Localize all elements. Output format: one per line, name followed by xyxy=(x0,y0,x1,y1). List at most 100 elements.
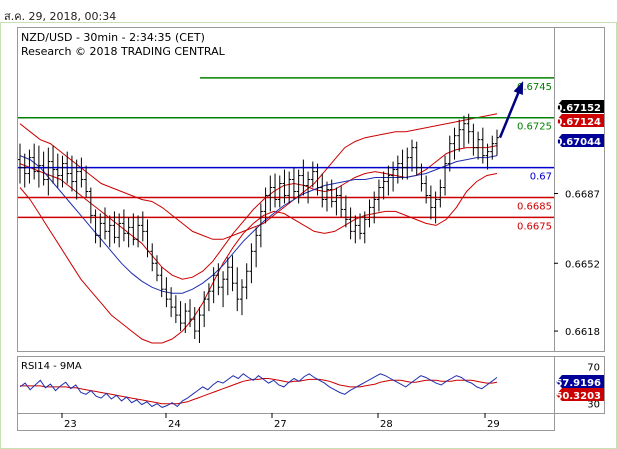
time-tick-label: 24 xyxy=(168,419,181,430)
ohlc-bar xyxy=(471,123,476,156)
price-tick-label: 0.6618 xyxy=(565,327,600,338)
price-tick-label: 0.6687 xyxy=(565,189,600,200)
level-label: 0.6745 xyxy=(517,82,552,93)
time-tick-label: 29 xyxy=(487,419,500,430)
ohlc-bar xyxy=(348,207,353,240)
rsi-tag-box xyxy=(562,375,604,388)
rsi-tag-label: 50.3203 xyxy=(555,391,601,402)
price-panel-frame xyxy=(17,27,555,352)
ohlc-bar xyxy=(188,299,193,328)
ohlc-bar xyxy=(263,187,268,224)
ohlc-bar xyxy=(230,255,235,292)
ohlc-bar xyxy=(69,155,74,192)
ohlc-bar xyxy=(22,153,27,188)
ohlc-bar xyxy=(121,209,126,242)
ohlc-bar xyxy=(287,171,292,204)
price-tag-label: 0.67044 xyxy=(555,137,601,148)
ohlc-bar xyxy=(414,141,419,176)
ohlc-bar xyxy=(36,145,41,188)
bollinger-lower-line xyxy=(19,173,498,344)
ohlc-bar xyxy=(112,211,117,244)
price-tag-label: 0.67152 xyxy=(555,103,601,114)
ohlc-bar xyxy=(126,217,131,248)
time-tick-label: 27 xyxy=(274,419,287,430)
ohlc-bar xyxy=(282,169,287,204)
ohlc-bar xyxy=(244,263,249,300)
rsi-tag-pointer xyxy=(556,375,562,388)
ohlc-bar xyxy=(334,187,339,216)
ohlc-bar xyxy=(60,155,65,188)
bollinger-middle-line xyxy=(19,145,498,280)
ohlc-bar xyxy=(301,159,306,196)
ohlc-bar xyxy=(372,191,377,224)
ohlc-bar xyxy=(490,135,495,160)
ohlc-bar xyxy=(98,213,103,248)
ohlc-bar xyxy=(395,155,400,184)
ohlc-bar xyxy=(150,243,155,272)
price-axis-strip xyxy=(554,27,605,352)
ohlc-bar xyxy=(324,181,329,212)
ohlc-bar xyxy=(258,203,263,248)
ohlc-bar xyxy=(329,179,334,208)
ohlc-bar xyxy=(424,175,429,204)
ohlc-bar xyxy=(32,143,37,180)
ohlc-bar xyxy=(154,255,159,282)
ohlc-bar xyxy=(103,207,108,240)
price-tag-box xyxy=(562,100,604,113)
ohlc-bar xyxy=(367,199,372,228)
ohlc-bar xyxy=(343,195,348,228)
time-tick-label: 28 xyxy=(380,419,393,430)
ohlc-bar xyxy=(457,119,462,152)
rsi-tag-box xyxy=(562,388,604,401)
ohlc-bar xyxy=(254,227,259,268)
forecast-arrow-head xyxy=(513,81,524,95)
ohlc-bar xyxy=(452,127,457,160)
ohlc-bar xyxy=(476,131,481,160)
ohlc-bar xyxy=(169,287,174,318)
chart-header: ส.ค. 29, 2018, 00:34 xyxy=(0,0,617,23)
ohlc-bar xyxy=(320,173,325,208)
ohlc-bar xyxy=(386,165,391,196)
ohlc-bar xyxy=(183,303,188,334)
ohlc-bar xyxy=(249,243,254,284)
ohlc-bar xyxy=(84,165,89,198)
ohlc-bar xyxy=(310,161,315,188)
ohlc-bar xyxy=(145,219,150,258)
ohlc-bar xyxy=(443,155,448,196)
ohlc-bar xyxy=(438,179,443,208)
ohlc-bar xyxy=(485,143,490,170)
ohlc-bar xyxy=(65,151,70,184)
ohlc-bar xyxy=(405,147,410,180)
level-label: 0.6725 xyxy=(517,122,552,133)
ohlc-bar xyxy=(409,139,414,172)
chart-subtitle: Research © 2018 TRADING CENTRAL xyxy=(21,45,226,58)
ohlc-bar xyxy=(221,271,226,308)
rsi-tick-label: 30 xyxy=(587,400,600,411)
moving-average-line xyxy=(19,155,498,294)
ohlc-bar xyxy=(55,153,60,188)
ohlc-bar xyxy=(495,129,499,156)
ohlc-bar xyxy=(51,145,56,184)
price-tag-box xyxy=(562,134,604,147)
price-tag-pointer xyxy=(556,134,562,147)
ohlc-bar xyxy=(136,215,141,248)
chart-timestamp: ส.ค. 29, 2018, 00:34 xyxy=(4,10,117,23)
rsi-line xyxy=(19,373,498,408)
time-tick-label: 23 xyxy=(64,419,77,430)
ohlc-bar xyxy=(46,147,51,196)
ohlc-bar xyxy=(164,277,169,308)
ohlc-bar xyxy=(461,115,466,148)
bollinger-upper-line xyxy=(19,113,498,240)
time-axis-strip xyxy=(17,413,555,431)
ohlc-bar xyxy=(381,171,386,200)
chart-title: NZD/USD - 30min - 2:34:35 (CET) xyxy=(21,31,205,44)
ohlc-bar xyxy=(273,173,278,208)
rsi-label: RSI14 - 9MA xyxy=(21,361,82,372)
ohlc-bar xyxy=(296,169,301,204)
ohlc-bar xyxy=(107,215,112,248)
ohlc-bar xyxy=(27,149,32,184)
price-tag-label: 0.67124 xyxy=(555,117,601,128)
rsi-tag-pointer xyxy=(556,388,562,401)
